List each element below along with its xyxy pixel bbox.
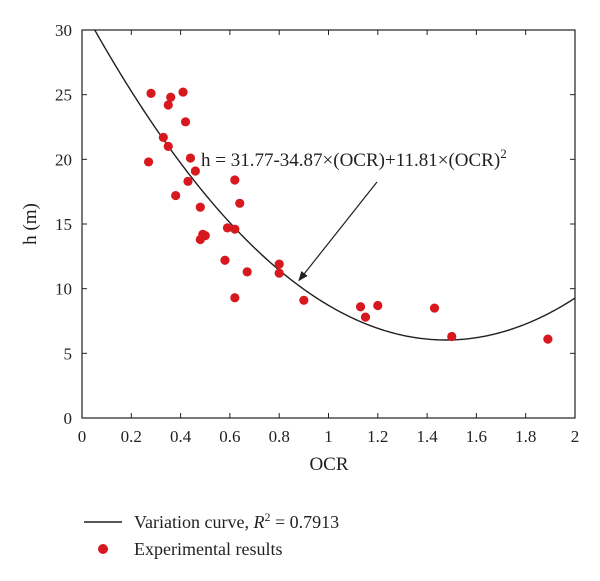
x-tick-label: 0.6 xyxy=(219,427,240,446)
x-tick-label: 0 xyxy=(78,427,87,446)
data-point xyxy=(429,303,440,313)
data-point xyxy=(171,190,181,201)
data-point xyxy=(274,268,284,278)
y-tick-label: 25 xyxy=(55,86,72,105)
data-point xyxy=(143,157,154,167)
data-point xyxy=(543,334,553,344)
x-tick-label: 0.8 xyxy=(269,427,290,446)
data-point xyxy=(235,198,245,208)
data-point xyxy=(163,141,173,151)
y-tick-label: 15 xyxy=(55,215,72,234)
data-point xyxy=(222,223,233,233)
data-point xyxy=(299,295,309,305)
y-tick-label: 5 xyxy=(64,344,73,363)
data-point xyxy=(373,300,383,311)
y-tick-label: 0 xyxy=(64,409,73,428)
legend-curve-prefix: Variation curve, xyxy=(134,512,253,532)
experimental-points xyxy=(143,87,553,344)
data-point xyxy=(447,331,457,342)
legend-points-swatch xyxy=(98,544,108,554)
variation-curve xyxy=(93,30,575,341)
legend-r-value: = 0.7913 xyxy=(270,512,339,532)
equation-annotation: h = 31.77-34.87×(OCR)+11.81×(OCR)2 xyxy=(201,146,507,282)
x-axis-ticks: 0 0.2 0.4 0.6 0.8 1 1.2 1.4 1.6 1.8 2 xyxy=(78,30,580,446)
y-tick-label: 20 xyxy=(55,150,72,169)
equation-text: h = 31.77-34.87×(OCR)+11.81×(OCR)2 xyxy=(201,146,507,171)
plot-frame xyxy=(81,29,576,419)
y-axis-ticks: 0 5 10 15 20 25 30 xyxy=(55,21,575,428)
data-point xyxy=(355,302,366,312)
y-tick-label: 30 xyxy=(55,21,72,40)
data-point xyxy=(146,88,156,98)
data-point xyxy=(274,259,284,269)
data-point xyxy=(185,153,196,163)
legend: Variation curve, R2 = 0.7913 Experimenta… xyxy=(84,510,339,559)
x-tick-label: 1 xyxy=(324,427,333,446)
x-tick-label: 1.4 xyxy=(416,427,438,446)
equation-main: h = 31.77-34.87×(OCR)+11.81×(OCR) xyxy=(201,150,500,171)
legend-r-superscript: 2 xyxy=(264,510,270,524)
data-point xyxy=(230,175,240,185)
data-point xyxy=(180,117,191,127)
x-axis-label: OCR xyxy=(309,454,348,475)
legend-points-label: Experimental results xyxy=(134,539,282,559)
data-point xyxy=(166,92,176,102)
data-point xyxy=(230,293,240,303)
legend-curve-label: Variation curve, R2 = 0.7913 xyxy=(134,510,339,532)
data-point xyxy=(242,267,252,277)
y-axis-label: h (m) xyxy=(20,203,41,245)
data-point xyxy=(360,312,371,322)
legend-r-symbol: R xyxy=(252,512,264,532)
data-point xyxy=(183,176,193,186)
x-tick-label: 1.2 xyxy=(367,427,388,446)
equation-arrow xyxy=(298,181,378,282)
equation-superscript: 2 xyxy=(500,146,507,161)
x-tick-label: 2 xyxy=(571,427,580,446)
x-tick-label: 0.4 xyxy=(170,427,192,446)
x-tick-label: 1.6 xyxy=(466,427,487,446)
y-tick-label: 10 xyxy=(55,280,72,299)
data-point xyxy=(178,87,188,97)
data-point xyxy=(230,224,240,234)
data-point xyxy=(195,202,205,212)
x-tick-label: 0.2 xyxy=(121,427,142,446)
data-point xyxy=(158,132,168,142)
data-point xyxy=(200,231,210,241)
data-point xyxy=(220,255,230,265)
data-point xyxy=(163,100,173,110)
x-tick-label: 1.8 xyxy=(515,427,536,446)
data-point xyxy=(190,166,200,176)
